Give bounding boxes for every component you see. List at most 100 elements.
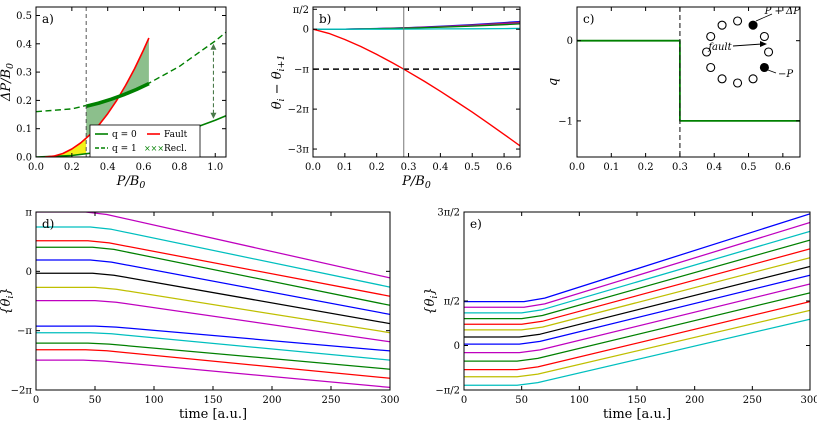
x-tick-label: 250 — [321, 395, 340, 406]
phase-trajectory-9 — [464, 292, 810, 362]
ring-node — [706, 31, 716, 42]
plot-area-e — [464, 213, 810, 386]
x-tick-label: 100 — [570, 395, 589, 406]
y-axis-label: {θi} — [0, 287, 16, 314]
fault-arrow-head — [760, 41, 767, 47]
panel-letter: c) — [583, 12, 594, 26]
panel-letter: b) — [319, 12, 331, 26]
y-tick-label: 3π/2 — [437, 208, 460, 219]
y-tick-label: −2π — [11, 386, 33, 397]
x-tick-label: 0.0 — [28, 162, 44, 173]
legend-label: q = 0 — [112, 130, 137, 140]
y-axis-label: θi − θi+1 — [270, 55, 287, 110]
perturbed-node — [759, 62, 769, 73]
panel-letter: e) — [470, 217, 482, 231]
x-tick-label: 0 — [461, 395, 467, 406]
panel-d: 0 50 100 150 200 250 300 π 0 −π −2π time [a.u.] {θi}… — [0, 208, 400, 423]
y-tick-label: −π — [17, 326, 32, 337]
phase-trajectory-0 — [464, 213, 810, 303]
y-tick-label: 0.5 — [16, 11, 32, 22]
y-tick-label: 0 — [454, 341, 460, 352]
y-tick-label: 0.3 — [16, 68, 32, 79]
y-tick-label: π/2 — [444, 297, 460, 308]
x-tick-label: 300 — [380, 395, 399, 406]
x-tick-label: 0.5 — [464, 162, 480, 173]
x-axis-label: time [a.u.] — [179, 407, 247, 422]
plot-area-b — [313, 20, 520, 147]
x-tick-label: 1.0 — [207, 162, 223, 173]
y-tick-label: 0.4 — [16, 39, 32, 50]
legend-label: q = 1 — [112, 144, 137, 154]
legend-hatch-sample: ××× — [144, 144, 164, 153]
label-leader-line — [767, 69, 777, 74]
y-tick-label: −1 — [558, 116, 573, 127]
phase-trajectory-10 — [464, 300, 810, 371]
legend-box — [89, 124, 201, 158]
x-tick-label: 200 — [262, 395, 281, 406]
phase-trajectory-0 — [36, 212, 390, 279]
phase-trajectory-8 — [36, 325, 390, 352]
axes-frame — [576, 6, 801, 158]
phase-trajectory-5 — [36, 272, 390, 325]
panel-letter: a) — [42, 12, 54, 26]
inset-label: P + ΔP — [764, 6, 801, 17]
x-tick-label: 150 — [203, 395, 222, 406]
y-axis-label: {θi} — [423, 287, 440, 314]
x-tick-label: 0.1 — [603, 162, 619, 173]
panel-b: 0.0 0.1 0.2 0.3 0.4 0.5 0.6 π/2 0 −π −2π −3π P/B0 θi … — [270, 5, 521, 191]
fault-arrow — [732, 43, 763, 47]
phase-trajectory-2 — [464, 230, 810, 314]
x-tick-label: 0.2 — [64, 162, 80, 173]
x-tick-label: 300 — [800, 395, 817, 406]
phase-trajectory-4 — [36, 259, 390, 316]
series-diff-cyan — [313, 27, 520, 30]
x-tick-label: 0.2 — [638, 162, 654, 173]
series-Recl. — [85, 81, 150, 108]
ring-node — [733, 78, 743, 88]
plot-area-d — [36, 212, 390, 389]
ring-node — [748, 74, 758, 84]
phase-trajectory-8 — [464, 283, 810, 354]
x-tick-label: 0.4 — [432, 162, 448, 173]
y-tick-label: −3π — [288, 145, 310, 156]
x-tick-label: 0.0 — [569, 162, 585, 173]
y-tick-label: 0 — [567, 36, 573, 47]
x-tick-label: 0.2 — [369, 162, 385, 173]
phase-trajectory-5 — [464, 257, 810, 331]
phase-trajectory-3 — [464, 239, 810, 320]
x-axis-label: P/B0 — [401, 174, 431, 191]
ring-node — [759, 31, 769, 42]
y-tick-label: 0.2 — [16, 96, 32, 107]
x-tick-label: 0.5 — [741, 162, 757, 173]
x-tick-label: 0.6 — [496, 162, 512, 173]
x-tick-label: 150 — [627, 395, 646, 406]
ring-node — [717, 20, 727, 30]
ring-node — [702, 47, 712, 57]
phase-trajectory-6 — [36, 286, 390, 334]
panel-a: 0.0 0.2 0.4 0.6 0.8 1.0 0.0 0.1 0.2 0.3 0.4 0.5 P/B0… — [0, 6, 227, 191]
phase-trajectory-11 — [36, 349, 390, 379]
yellow-region — [45, 138, 87, 157]
inset-label: fault — [707, 42, 732, 53]
y-tick-label: 0 — [303, 25, 309, 36]
phase-trajectory-6 — [464, 265, 810, 338]
label-leader-line — [755, 13, 773, 22]
x-tick-label: 0.8 — [171, 162, 187, 173]
x-axis-label: P/B0 — [116, 174, 146, 191]
x-tick-label: 0 — [33, 395, 39, 406]
y-tick-label: 0 — [26, 267, 32, 278]
phase-trajectory-10 — [36, 342, 390, 370]
x-tick-label: 100 — [144, 395, 163, 406]
arrow-head-up — [210, 43, 217, 50]
x-tick-label: 0.0 — [305, 162, 321, 173]
panel-c: 0.0 0.1 0.2 0.3 0.4 0.5 0.6 0 −1 q c) P + ΔP −P fault — [546, 6, 801, 173]
x-tick-label: 0.4 — [100, 162, 116, 173]
phase-trajectory-1 — [36, 226, 390, 288]
phase-trajectory-2 — [36, 240, 390, 297]
phase-trajectory-7 — [464, 274, 810, 345]
perturbed-node — [748, 20, 758, 30]
phase-trajectory-11 — [464, 309, 810, 378]
y-axis-label: q — [546, 78, 561, 86]
panel-letter: d) — [42, 217, 54, 231]
